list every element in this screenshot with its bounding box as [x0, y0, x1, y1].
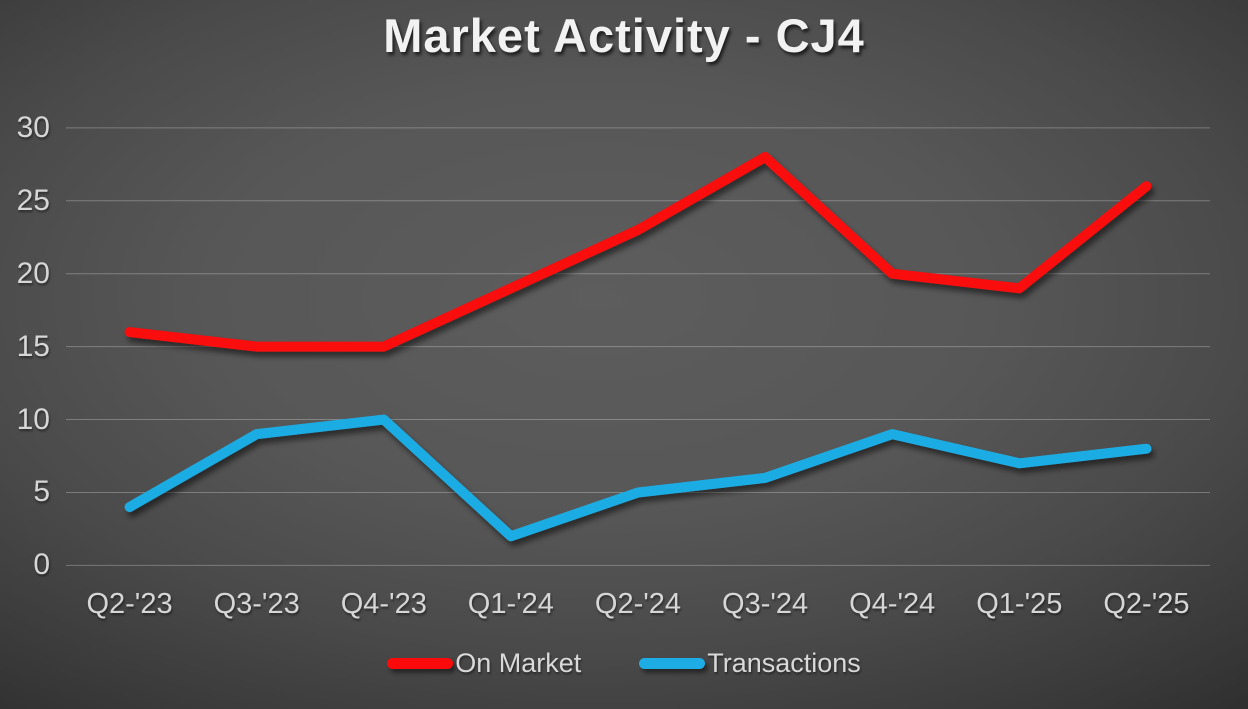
x-axis-label-5: Q3-'24: [722, 588, 809, 620]
legend-line-swatch-icon: [387, 658, 454, 669]
legend-label: On Market: [455, 648, 582, 678]
x-axis-label-1: Q3-'23: [213, 588, 300, 620]
x-axis-label-6: Q4-'24: [849, 588, 936, 620]
series-lines-group: [124, 152, 1152, 542]
legend-label: Transactions: [707, 648, 861, 678]
y-axis-tick-label-15: 15: [16, 329, 50, 363]
y-axis-tick-label-25: 25: [16, 183, 50, 217]
x-axis-label-7: Q1-'25: [976, 588, 1063, 620]
y-axis-tick-label-10: 10: [16, 402, 50, 436]
x-axis-label-2: Q4-'23: [340, 588, 427, 620]
legend-item-on-market: On Market: [387, 648, 581, 679]
x-axis-label-0: Q2-'23: [86, 588, 173, 620]
x-axis-label-8: Q2-'25: [1103, 588, 1190, 620]
legend-line-swatch-icon: [639, 658, 706, 669]
x-axis-label-3: Q1-'24: [467, 588, 554, 620]
legend-item-transactions: Transactions: [639, 648, 861, 679]
x-axis-label-4: Q2-'24: [594, 588, 682, 620]
y-axis-tick-label-30: 30: [16, 110, 50, 144]
line-transactions: [124, 414, 1152, 542]
legend: On Market Transactions: [0, 648, 1248, 679]
line-on-market: [124, 152, 1152, 352]
y-axis-tick-label-20: 20: [16, 256, 50, 290]
chart-title: Market Activity - CJ4: [383, 9, 865, 62]
y-axis-tick-label-5: 5: [33, 475, 50, 509]
y-axis-tick-label-0: 0: [33, 548, 50, 582]
